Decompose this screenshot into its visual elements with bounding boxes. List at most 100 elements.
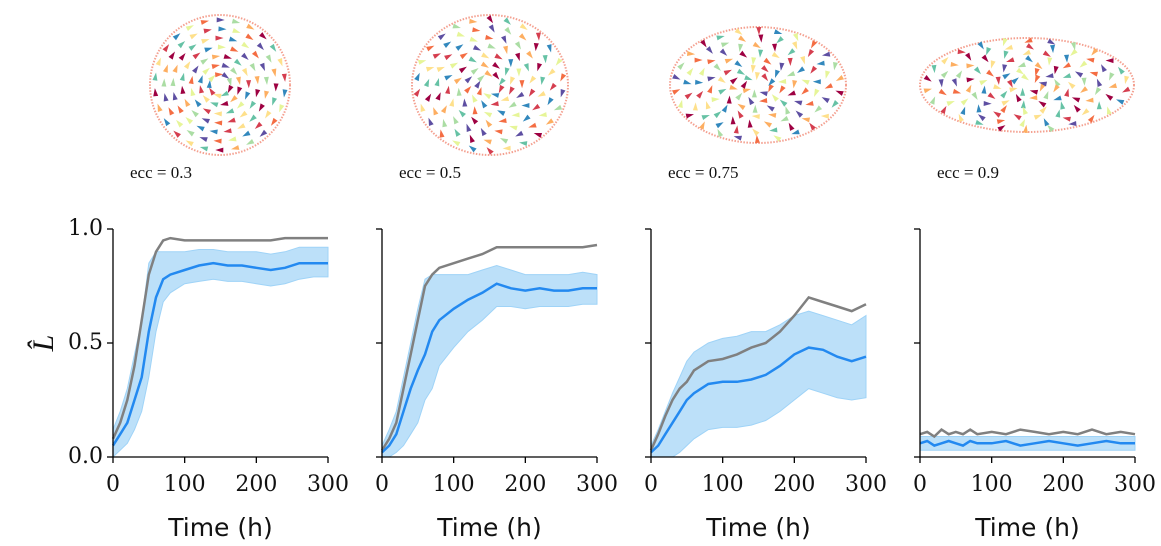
particle [1013,114,1022,121]
particle [758,49,764,58]
particle [768,84,774,93]
particle [699,121,705,130]
particle [213,93,222,99]
particle [413,88,421,97]
particle [763,57,772,65]
particle [1025,55,1033,63]
particle [820,113,829,119]
particle [235,76,241,85]
particle [795,110,804,118]
particle [497,110,506,116]
x-tick-label: 100 [433,472,475,497]
particle [282,89,288,98]
particle [225,108,235,114]
particle [458,66,467,74]
particle [700,39,707,48]
particle [1122,86,1131,93]
particle [492,71,500,80]
particle [449,62,459,69]
annotation: ecc = 0.3 [130,163,192,182]
particle [152,72,158,81]
particle [923,88,932,94]
particle [951,78,957,87]
particle [1060,101,1066,110]
annotation: ecc = 0.5 [399,163,461,182]
particle [685,113,694,119]
particle [735,92,743,101]
particle [787,48,796,56]
particle [1091,47,1099,56]
particle [237,123,246,129]
particle [254,76,260,85]
particle [452,140,461,147]
particle [153,88,159,97]
particle [738,35,747,42]
particle [503,17,511,25]
particle [223,53,232,59]
particle [821,51,831,57]
particle [801,117,811,123]
particle [983,100,992,106]
particle [751,114,760,120]
particle [230,67,238,75]
particle [1062,73,1072,78]
particle [468,145,477,153]
particle [511,112,520,118]
particle [993,84,1002,89]
particle [778,78,787,84]
particle [1019,119,1026,128]
particle [1003,50,1009,59]
particle [217,44,226,50]
particle [230,95,238,103]
particle [940,105,947,115]
particle [251,50,259,59]
particle [771,94,779,102]
x-axis-label: Time (h) [974,513,1079,542]
particle [986,69,994,77]
particle [824,83,833,89]
series-line [649,295,867,451]
particle [763,121,773,128]
particle [528,122,537,128]
particle [191,109,199,118]
particle [269,43,277,52]
particle [1002,73,1011,80]
particle [1034,62,1043,70]
particle [1108,83,1118,88]
particle [1106,106,1112,115]
particle [508,101,517,108]
particle [498,84,505,94]
particle [1039,83,1046,92]
particle [177,105,184,114]
particle [1085,97,1094,103]
particle [510,76,516,85]
particle [172,64,178,73]
particle [157,103,163,113]
particle [1117,66,1125,75]
particle [231,145,240,150]
particle [185,117,194,125]
particle [547,97,554,106]
particle [522,114,531,122]
particle [213,111,222,117]
particle [546,44,552,53]
particle [560,89,566,98]
particle [231,18,241,24]
x-tick-label: 200 [504,472,546,497]
particle [249,100,257,109]
particle [742,88,751,94]
annotation: ecc = 0.9 [937,163,999,182]
series-line [380,243,598,451]
particle [484,70,493,77]
particle [503,45,508,55]
particle [499,137,509,144]
particle [1073,104,1081,113]
particle [500,96,510,102]
particle [1047,124,1055,133]
particle [751,89,757,98]
particle [242,130,251,137]
particle [958,113,965,123]
particle [761,73,769,82]
particle [186,130,195,137]
particle [444,74,453,81]
